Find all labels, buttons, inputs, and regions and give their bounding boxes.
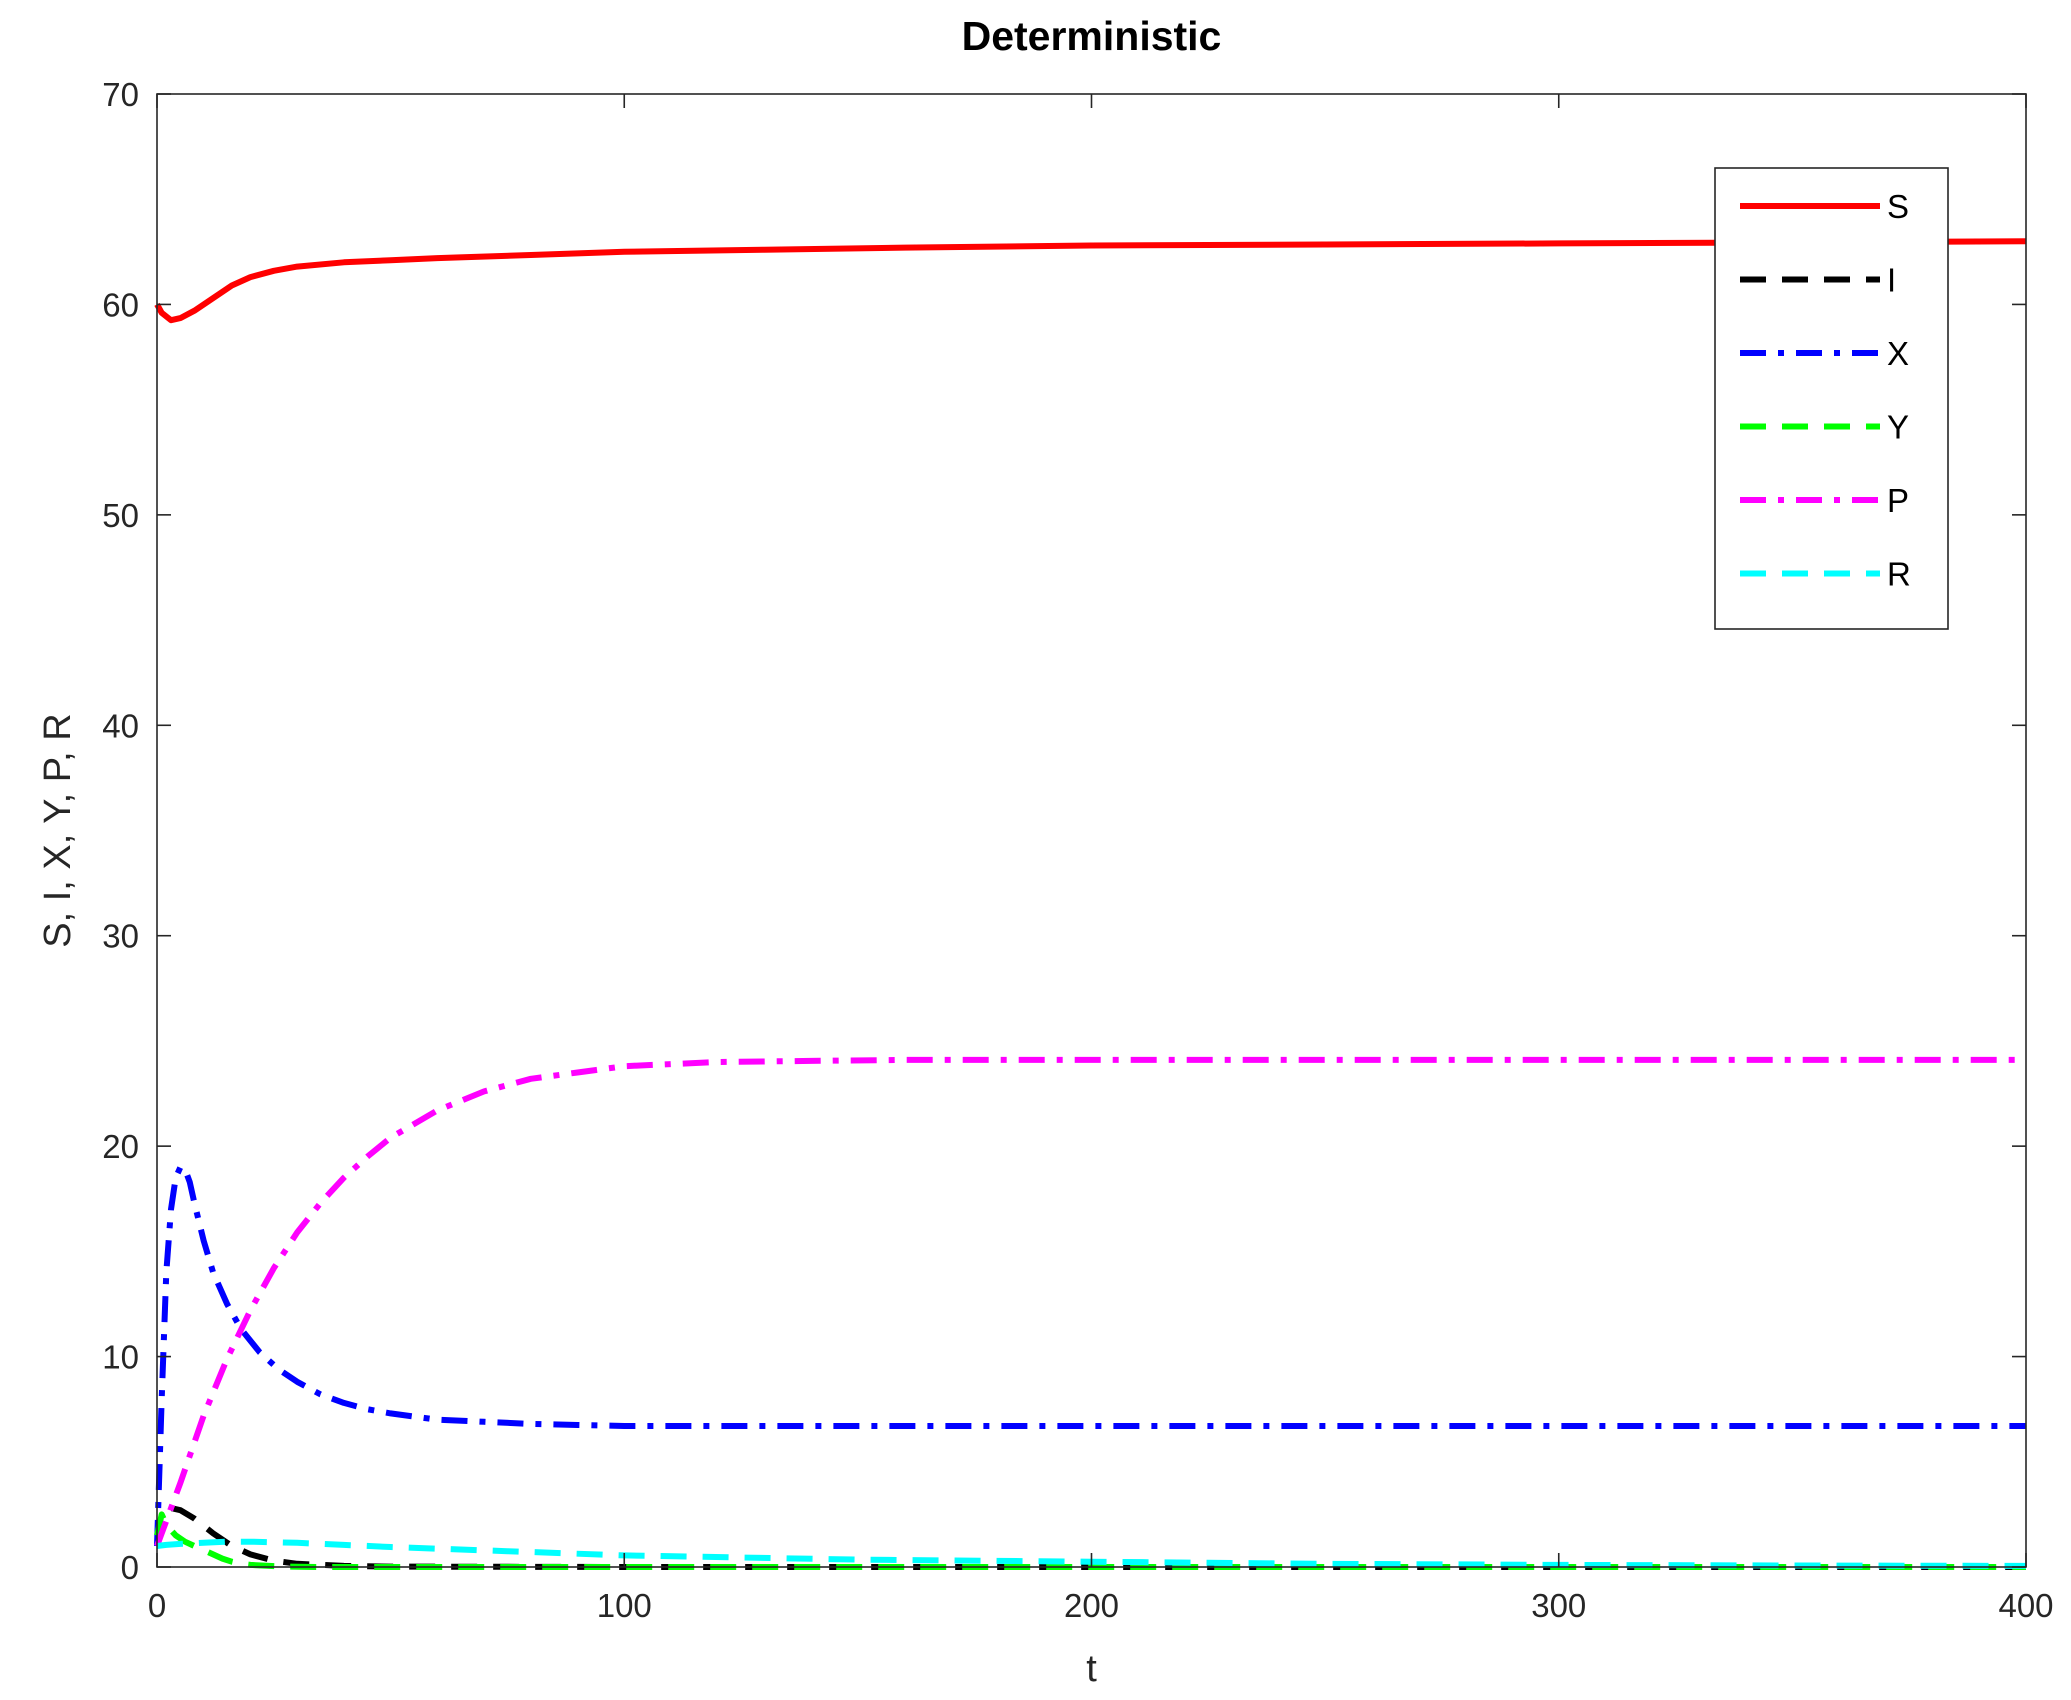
legend-label-s: S bbox=[1887, 188, 1909, 225]
x-tick-label: 400 bbox=[1998, 1587, 2053, 1624]
y-tick-label: 40 bbox=[102, 707, 139, 744]
x-axis: 0 100 200 300 400 bbox=[148, 94, 2054, 1624]
y-tick-label: 70 bbox=[102, 76, 139, 113]
legend-label-p: P bbox=[1887, 482, 1909, 519]
series-line-i bbox=[154, 1505, 2026, 1570]
x-tick-label: 300 bbox=[1531, 1587, 1586, 1624]
series-line-s bbox=[154, 238, 2027, 324]
y-tick-label: 60 bbox=[102, 286, 139, 323]
legend-label-r: R bbox=[1887, 556, 1911, 593]
series-line-p bbox=[154, 1056, 2026, 1548]
legend-label-y: Y bbox=[1887, 409, 1909, 446]
x-tick-label: 0 bbox=[148, 1587, 166, 1624]
legend-box bbox=[1714, 167, 1949, 630]
y-axis: 0 10 20 30 40 50 60 70 bbox=[102, 76, 2026, 1586]
x-tick-label: 100 bbox=[597, 1587, 652, 1624]
chart-title: Deterministic bbox=[962, 13, 1222, 59]
x-axis-label: t bbox=[1086, 1648, 1097, 1690]
legend-label-i: I bbox=[1887, 262, 1896, 299]
y-tick-label: 30 bbox=[102, 918, 139, 955]
series-line-x bbox=[154, 1164, 2026, 1547]
y-tick-label: 0 bbox=[121, 1549, 139, 1586]
x-tick-label: 200 bbox=[1064, 1587, 1119, 1624]
y-tick-label: 50 bbox=[102, 497, 139, 534]
y-tick-label: 20 bbox=[102, 1128, 139, 1165]
series-line-r bbox=[156, 1538, 2027, 1569]
y-tick-label: 10 bbox=[102, 1339, 139, 1376]
legend-label-x: X bbox=[1887, 335, 1909, 372]
y-axis-label: S, I, X, Y, P, R bbox=[37, 713, 79, 947]
